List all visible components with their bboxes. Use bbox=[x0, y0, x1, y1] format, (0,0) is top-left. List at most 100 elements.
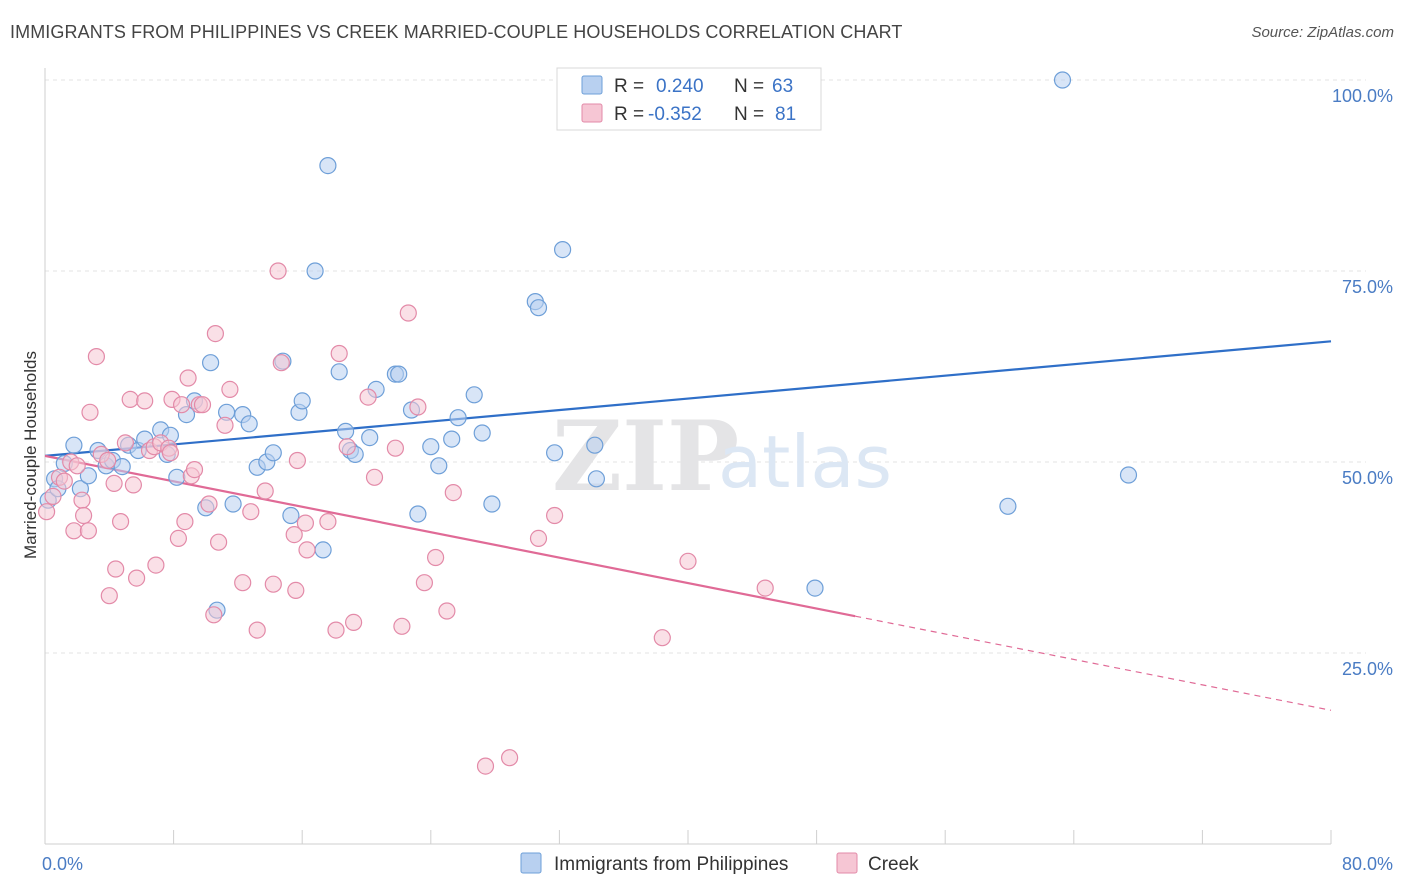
point-creek bbox=[319, 512, 337, 531]
point-creek bbox=[81, 403, 99, 421]
gridlines bbox=[45, 79, 1366, 654]
point-creek bbox=[73, 491, 91, 509]
watermark: ZIP atlas bbox=[552, 400, 892, 513]
point-philippines bbox=[282, 506, 300, 525]
point-philippines bbox=[529, 299, 548, 317]
trend-lines bbox=[44, 340, 1332, 711]
x-tick-label-min: 0.0% bbox=[42, 854, 83, 874]
point-creek bbox=[121, 390, 139, 408]
point-philippines bbox=[224, 495, 242, 513]
legend-r-value-2: -0.352 bbox=[648, 104, 702, 125]
point-creek bbox=[444, 484, 462, 502]
point-creek bbox=[256, 482, 274, 500]
point-creek bbox=[169, 529, 187, 548]
point-creek bbox=[99, 451, 117, 470]
point-creek bbox=[285, 525, 303, 544]
point-creek bbox=[221, 380, 239, 398]
x-tick-label-max: 80.0% bbox=[1342, 854, 1393, 874]
series-legend-swatch-creek bbox=[836, 852, 858, 874]
point-creek bbox=[111, 512, 130, 531]
series-legend-label-philippines: Immigrants from Philippines bbox=[554, 854, 788, 875]
point-creek bbox=[105, 474, 123, 492]
point-philippines bbox=[337, 422, 355, 440]
point-creek bbox=[242, 503, 260, 521]
point-creek bbox=[185, 461, 204, 479]
legend-n-label-1: N = bbox=[734, 76, 764, 97]
point-creek bbox=[365, 468, 384, 486]
legend-r-label-1: R = bbox=[614, 76, 644, 97]
chart-title: IMMIGRANTS FROM PHILIPPINES VS CREEK MAR… bbox=[10, 22, 903, 42]
point-creek bbox=[756, 579, 774, 597]
watermark-zip: ZIP bbox=[552, 400, 739, 513]
point-philippines bbox=[999, 497, 1017, 515]
legend-r-label-2: R = bbox=[614, 104, 644, 125]
point-philippines bbox=[314, 541, 332, 559]
point-creek bbox=[501, 749, 519, 767]
point-creek bbox=[327, 621, 345, 639]
point-creek bbox=[330, 344, 348, 363]
point-creek bbox=[359, 388, 377, 406]
trend-line-0 bbox=[44, 340, 1332, 457]
legend-n-value-1: 63 bbox=[772, 76, 793, 97]
point-creek bbox=[200, 495, 218, 513]
point-philippines bbox=[806, 579, 824, 597]
point-philippines bbox=[264, 444, 282, 462]
point-creek bbox=[529, 529, 548, 548]
point-creek bbox=[116, 434, 135, 452]
point-philippines bbox=[113, 458, 131, 476]
point-philippines bbox=[319, 157, 337, 175]
stats-legend: R = 0.240 N = 63 R = -0.352 N = 81 bbox=[556, 67, 822, 131]
point-creek bbox=[386, 439, 404, 457]
point-philippines bbox=[1119, 466, 1138, 484]
point-creek bbox=[415, 574, 433, 592]
point-philippines bbox=[443, 430, 461, 448]
point-creek bbox=[287, 581, 305, 600]
point-creek bbox=[55, 472, 73, 490]
legend-n-label-2: N = bbox=[734, 104, 764, 125]
point-creek bbox=[338, 438, 356, 456]
legend-n-value-2: 81 bbox=[775, 104, 796, 125]
point-philippines bbox=[330, 363, 348, 381]
point-creek bbox=[147, 556, 165, 574]
point-creek bbox=[296, 514, 314, 532]
point-creek bbox=[74, 506, 93, 525]
point-philippines bbox=[240, 415, 258, 433]
point-creek bbox=[399, 304, 417, 322]
point-creek bbox=[298, 541, 316, 559]
point-philippines bbox=[587, 470, 606, 488]
point-creek bbox=[393, 617, 411, 635]
point-philippines bbox=[168, 468, 186, 486]
point-philippines bbox=[553, 241, 572, 259]
point-philippines bbox=[65, 436, 83, 454]
point-creek bbox=[438, 602, 456, 620]
point-creek bbox=[206, 325, 224, 343]
point-creek bbox=[37, 503, 56, 521]
y-tick-labels: 25.0% 50.0% 75.0% 100.0% bbox=[1332, 86, 1393, 679]
point-creek bbox=[44, 487, 62, 505]
point-creek bbox=[216, 416, 234, 434]
y-tick-label: 25.0% bbox=[1342, 659, 1393, 679]
point-creek bbox=[100, 587, 118, 605]
point-creek bbox=[288, 451, 306, 470]
point-creek bbox=[679, 552, 697, 570]
point-creek bbox=[79, 522, 98, 540]
legend-swatch-creek bbox=[581, 103, 603, 123]
point-creek bbox=[136, 392, 154, 410]
point-creek bbox=[161, 444, 179, 462]
point-philippines bbox=[430, 457, 448, 475]
point-creek bbox=[345, 613, 363, 632]
data-points bbox=[37, 71, 1138, 775]
point-philippines bbox=[586, 436, 604, 454]
point-creek bbox=[427, 548, 445, 567]
y-axis-title: Married-couple Households bbox=[21, 351, 40, 559]
point-creek bbox=[176, 512, 194, 531]
y-tick-label: 75.0% bbox=[1342, 277, 1393, 297]
point-creek bbox=[193, 396, 212, 414]
point-creek bbox=[179, 369, 197, 387]
point-philippines bbox=[449, 409, 467, 427]
point-creek bbox=[248, 621, 266, 639]
point-creek bbox=[107, 560, 125, 578]
point-philippines bbox=[79, 467, 98, 485]
point-philippines bbox=[293, 392, 311, 410]
